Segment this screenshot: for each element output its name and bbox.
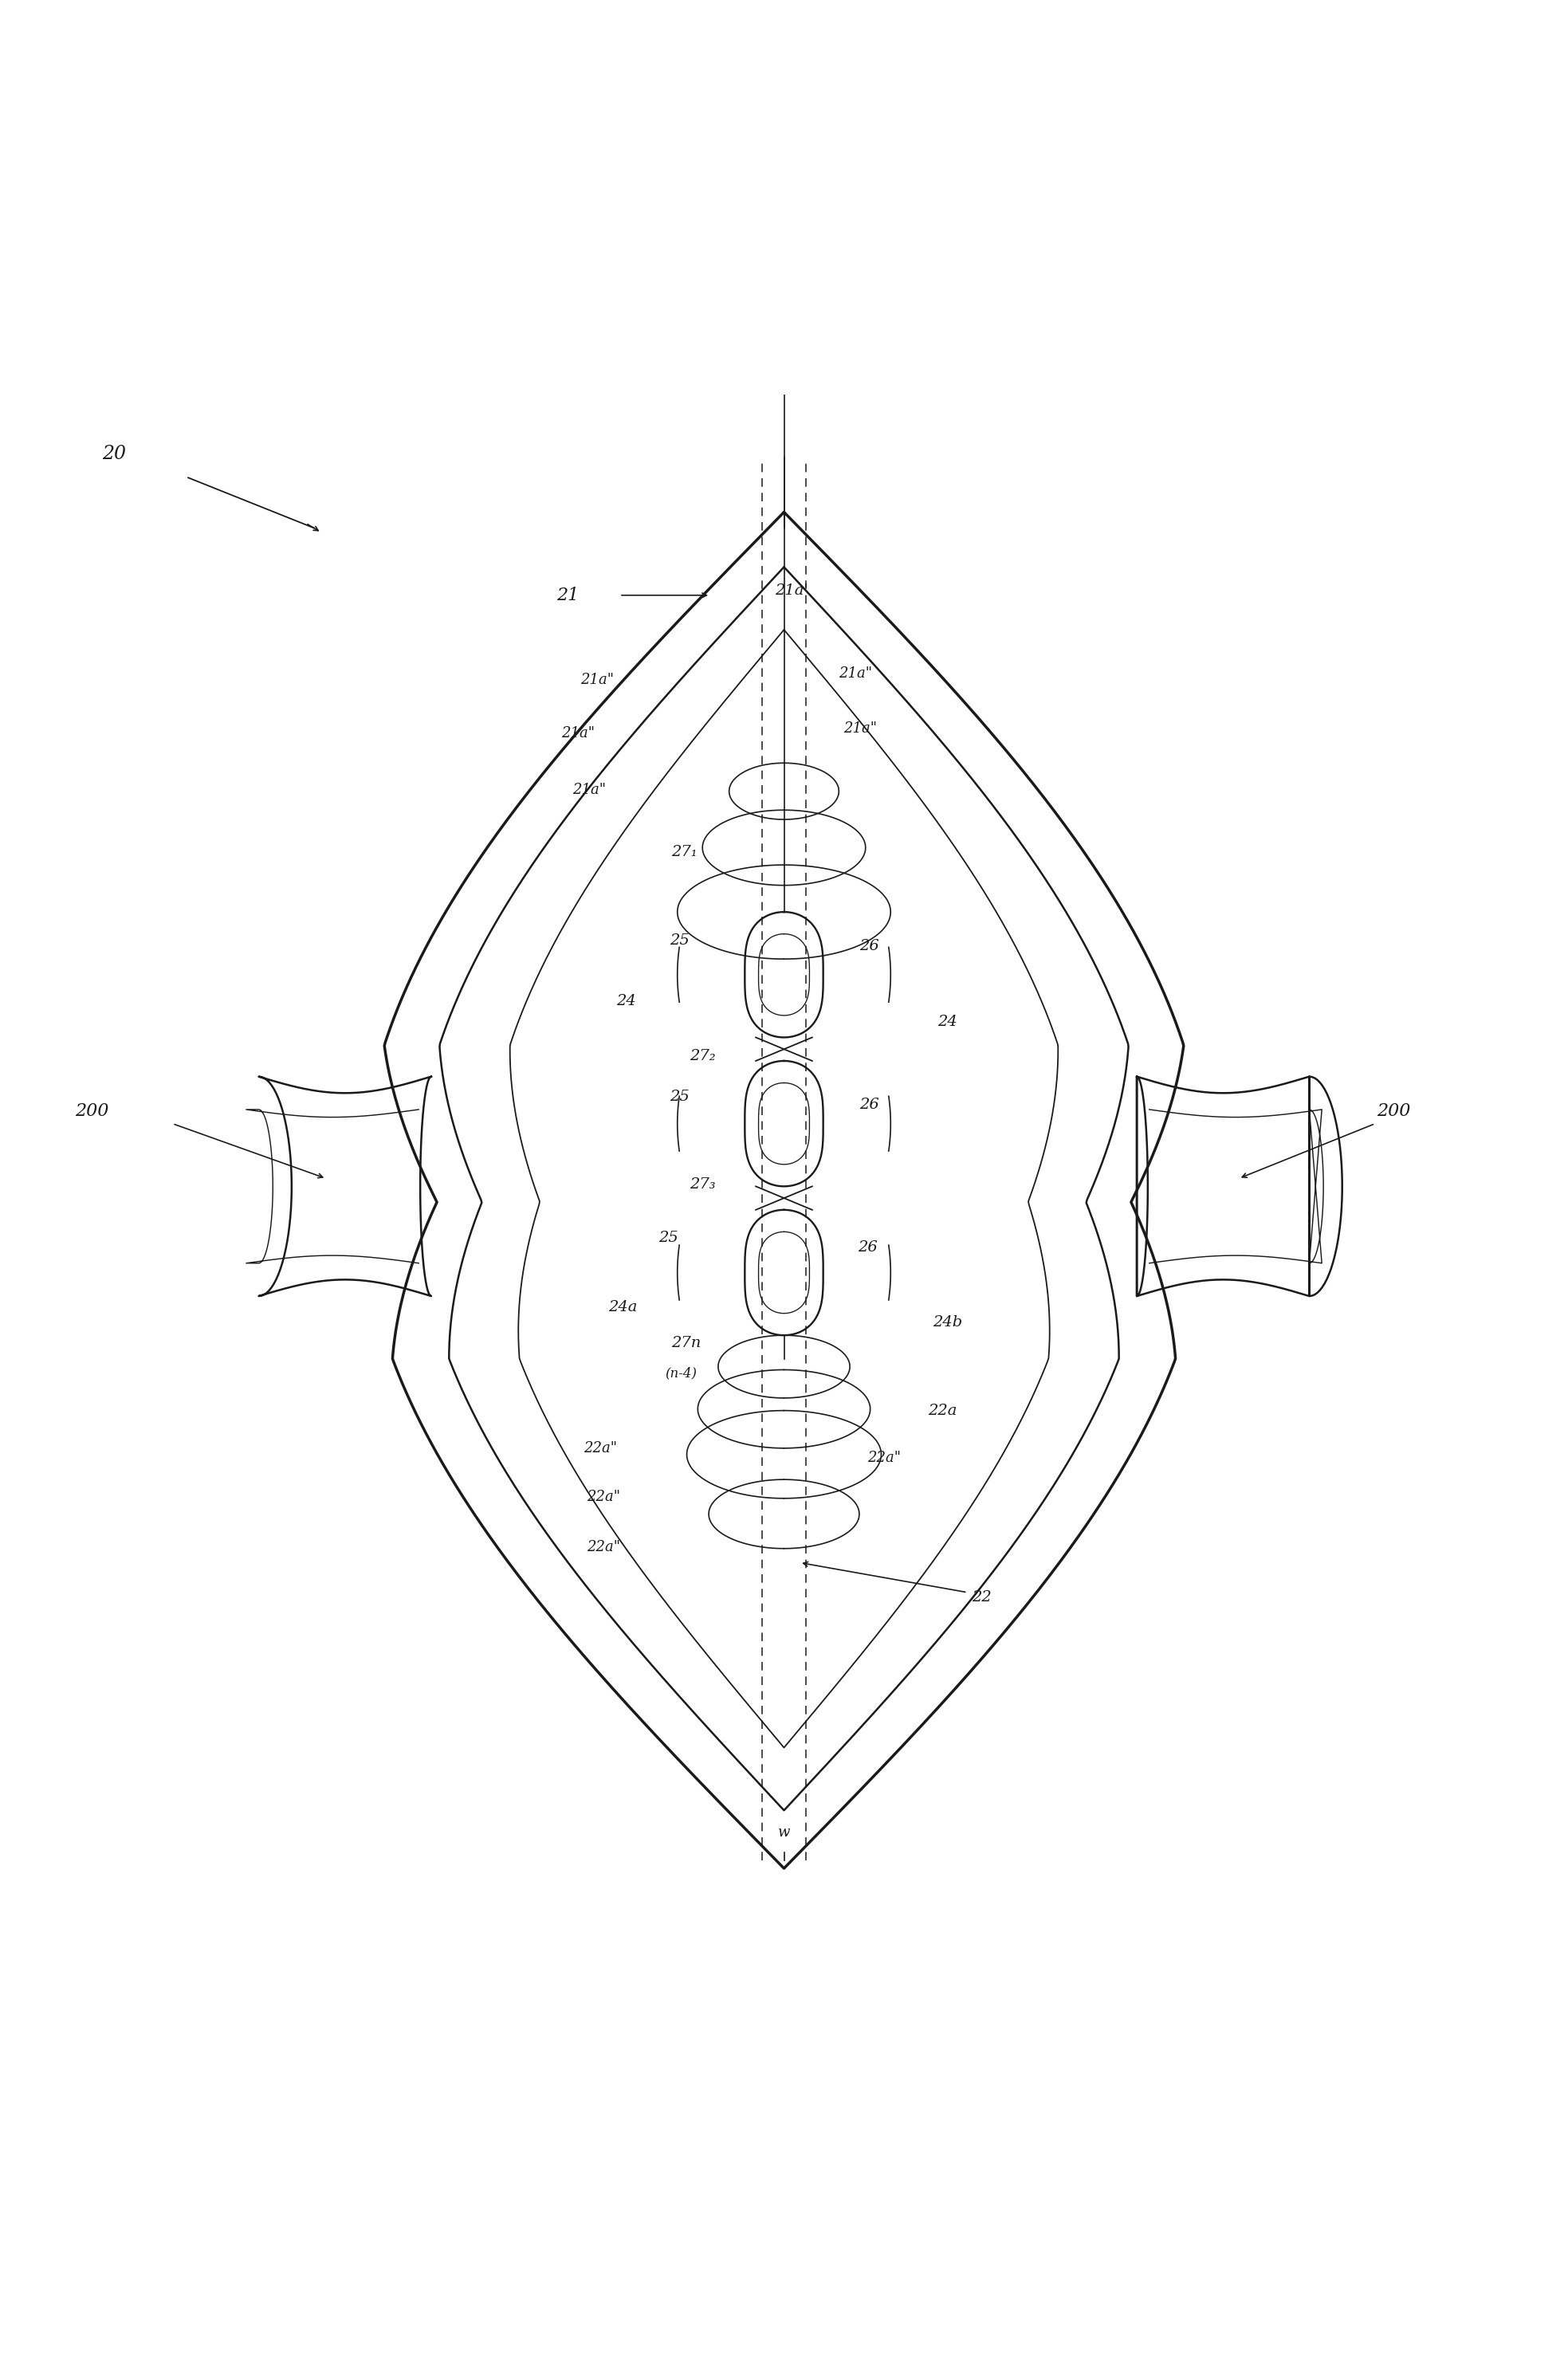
Text: 21a": 21a" <box>561 726 594 740</box>
Text: 22a": 22a" <box>583 1440 616 1454</box>
Text: 21a': 21a' <box>775 585 808 599</box>
Text: 200: 200 <box>1377 1103 1411 1120</box>
Text: 22a: 22a <box>928 1402 956 1417</box>
Text: 200: 200 <box>75 1103 110 1120</box>
Text: 24: 24 <box>616 995 637 1009</box>
Text: 26: 26 <box>859 940 880 955</box>
Text: 24: 24 <box>938 1014 958 1030</box>
Text: 20: 20 <box>102 445 125 464</box>
Text: (n-4): (n-4) <box>665 1367 696 1379</box>
Text: 21: 21 <box>557 587 579 603</box>
Text: w: w <box>778 1824 790 1838</box>
Text: 25: 25 <box>670 1089 690 1103</box>
Text: 21a": 21a" <box>844 721 877 735</box>
Text: 25: 25 <box>659 1230 679 1244</box>
Text: 21a": 21a" <box>572 783 605 797</box>
Text: 22a": 22a" <box>867 1450 900 1464</box>
Text: 22a": 22a" <box>586 1490 619 1504</box>
Text: 27n: 27n <box>671 1336 701 1351</box>
Text: 27₃: 27₃ <box>690 1178 717 1193</box>
Text: 21a": 21a" <box>839 667 872 681</box>
Text: 25: 25 <box>670 933 690 948</box>
Text: 26: 26 <box>858 1240 878 1254</box>
Text: 22a": 22a" <box>586 1539 619 1553</box>
Text: 27₂: 27₂ <box>690 1049 717 1063</box>
Text: 24b: 24b <box>933 1315 963 1329</box>
Text: 26: 26 <box>859 1098 880 1113</box>
Text: 21a": 21a" <box>580 672 613 688</box>
Text: 24a: 24a <box>608 1301 637 1315</box>
Text: 27₁: 27₁ <box>671 846 698 860</box>
Text: 22: 22 <box>972 1591 993 1605</box>
